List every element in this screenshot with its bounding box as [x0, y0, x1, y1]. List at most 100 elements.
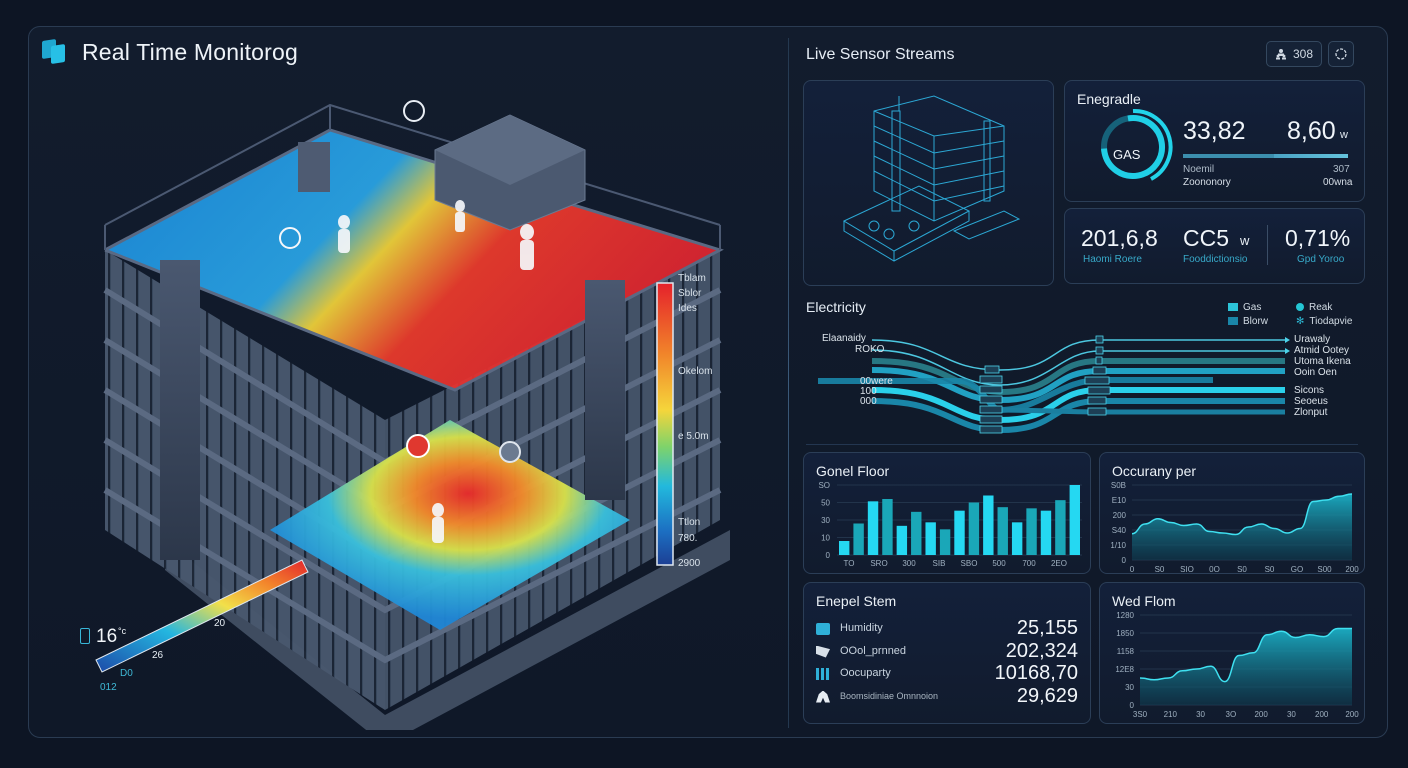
stat-value: 10168,70 [994, 662, 1078, 684]
sankey-target-label: Ooin Oen [1294, 367, 1337, 378]
svg-text:2EO: 2EO [1051, 559, 1067, 568]
colorbar-label: Tblam [678, 273, 706, 284]
stat-label: Boomsidiniae Omnnoion [840, 691, 939, 701]
users-button[interactable]: 308 [1266, 41, 1323, 67]
sankey-target-label: Urawaly [1294, 334, 1331, 345]
kpi-label: Fooddictionsio [1183, 254, 1248, 265]
svg-text:10: 10 [821, 534, 830, 543]
occupancy-area-chart[interactable]: 0 1/10 S40 200 E10 S0B 0 S0 SIO 0O S0 S0 GO S00 200 [1100, 453, 1366, 575]
stat-label: OOol_prnned [840, 645, 907, 657]
bar-chart[interactable]: 0 10 30 50 SO TO SRO 300 SIB SBO 500 700 2EO [804, 453, 1092, 575]
svg-text:S40: S40 [1112, 526, 1127, 535]
svg-text:300: 300 [902, 559, 916, 568]
svg-text:200: 200 [1345, 565, 1359, 574]
colorbar-label: D0 [120, 668, 133, 679]
kpi-divider [1267, 225, 1268, 265]
person-icon [816, 690, 830, 703]
sankey-target-label: Sicons [1294, 385, 1325, 396]
stat-value: 202,324 [1005, 640, 1078, 662]
svg-text:SRO: SRO [870, 559, 887, 568]
svg-text:SIO: SIO [1180, 565, 1194, 574]
svg-text:30: 30 [1125, 683, 1134, 692]
sankey-target-label: Seoeus [1294, 396, 1328, 407]
legend-swatch [1228, 317, 1238, 325]
refresh-icon [1335, 48, 1347, 60]
kpi-label: Haomi Roere [1083, 254, 1142, 265]
svg-text:30: 30 [1287, 710, 1296, 719]
gauge-sub-label: Zoononory [1183, 177, 1231, 188]
stat-row: Humidity 25,155 [816, 617, 1078, 640]
kpi-unit: w [1240, 233, 1250, 248]
legend-label: Reak [1309, 301, 1333, 313]
legend-item: Reak [1296, 302, 1348, 313]
colorbar-label: Okelom [678, 366, 713, 377]
building-wireframe [842, 95, 1021, 262]
colorbar-label: 26 [152, 650, 164, 661]
legend-item: ✻ Tiodapvie [1296, 316, 1352, 327]
temperature-value: 16 [96, 626, 118, 647]
svg-text:30: 30 [821, 516, 830, 525]
gauge-sub-value: 307 [1333, 164, 1350, 175]
legend-item: Blorw [1228, 316, 1280, 327]
gauge-sub-label: Noemil [1183, 164, 1215, 175]
svg-text:3O: 3O [1226, 710, 1237, 719]
building-heatmap-view[interactable]: Tblam Sblor Ides Okelom e 5.0m Ttlon 780… [40, 90, 780, 745]
card-title: Wed Flom [1112, 593, 1176, 609]
svg-text:210: 210 [1164, 710, 1178, 719]
svg-text:0: 0 [826, 551, 831, 560]
colorbar-label: Ttlon [678, 517, 701, 528]
svg-text:0: 0 [1122, 556, 1127, 565]
kpi-label: Gpd Yoroo [1297, 254, 1345, 265]
refresh-button[interactable] [1328, 41, 1355, 67]
sankey-target-label: Atmid Ootey [1294, 345, 1350, 356]
sankey-source-label: 100 [860, 386, 877, 397]
flow-area-chart[interactable]: 0 30 12E8 1158 1850 1280 3S0 210 30 3O 200 30 200 200 [1100, 583, 1366, 725]
sankey-target-label: Zlonput [1294, 407, 1328, 418]
building-model-card[interactable] [803, 80, 1054, 286]
floor-bar-chart-card[interactable]: Gonel Floor 0 10 30 50 SO TO SRO 300 SIB SBO 500 70… [803, 452, 1091, 574]
svg-text:200: 200 [1113, 511, 1127, 520]
occupancy-chart-card[interactable]: Occurany per 0 1/10 S40 200 E10 S0B 0 S0 SIO 0O S0… [1099, 452, 1365, 574]
svg-text:200: 200 [1315, 710, 1329, 719]
sankey-legend: Gas Reak Blorw ✻ Tiodapvie [1228, 300, 1352, 328]
legend-dot [1296, 303, 1304, 311]
sankey-source-label: 00were [860, 376, 893, 387]
gauge-label: GAS [1113, 147, 1141, 162]
stat-label: Humidity [840, 622, 883, 634]
stat-value: 29,629 [1016, 685, 1078, 707]
svg-text:1850: 1850 [1116, 629, 1134, 638]
svg-text:S0B: S0B [1111, 481, 1126, 490]
flow-chart-card[interactable]: Wed Flom 0 30 12E8 1158 1850 1280 3S0 210 30 3O 20… [1099, 582, 1365, 724]
users-count: 308 [1293, 47, 1314, 61]
card-title: Enepel Stem [816, 593, 897, 609]
legend-label: Tiodapvie [1309, 315, 1353, 327]
svg-text:S00: S00 [1317, 565, 1332, 574]
svg-text:1/10: 1/10 [1110, 541, 1126, 550]
sankey-target-label: Utoma Ikena [1294, 356, 1351, 367]
svg-text:S0: S0 [1155, 565, 1165, 574]
legend-label: Gas [1243, 301, 1262, 313]
stat-row: OOol_prnned 202,324 [816, 640, 1078, 663]
panel-divider [788, 38, 789, 728]
stat-row: Boomsidiniae Omnnoion 29,629 [816, 685, 1078, 708]
co2-icon [816, 645, 830, 658]
sankey-flow-diagram[interactable] [800, 330, 1300, 440]
kpi-value: CC5 [1183, 225, 1230, 251]
svg-text:1280: 1280 [1116, 611, 1134, 620]
panel-title: Live Sensor Streams [806, 46, 955, 63]
kpi-value: 0,71% [1285, 225, 1351, 251]
svg-text:500: 500 [992, 559, 1006, 568]
svg-text:1158: 1158 [1117, 647, 1135, 656]
panel-toolbar: 308 [1266, 41, 1355, 67]
building-3d-model[interactable] [40, 90, 780, 745]
svg-text:SBO: SBO [961, 559, 978, 568]
environment-stats-card: Enepel Stem Humidity 25,155 OOol_prnned … [803, 582, 1091, 724]
humidity-icon [816, 622, 830, 635]
svg-text:SIB: SIB [933, 559, 946, 568]
colorbar-label: e 5.0m [678, 431, 709, 442]
stat-row: Oocuparty 10168,70 [816, 662, 1078, 685]
svg-text:200: 200 [1345, 710, 1359, 719]
legend-item: Gas [1228, 302, 1280, 313]
svg-text:E10: E10 [1112, 496, 1127, 505]
sankey-source-label: 000 [860, 396, 877, 407]
